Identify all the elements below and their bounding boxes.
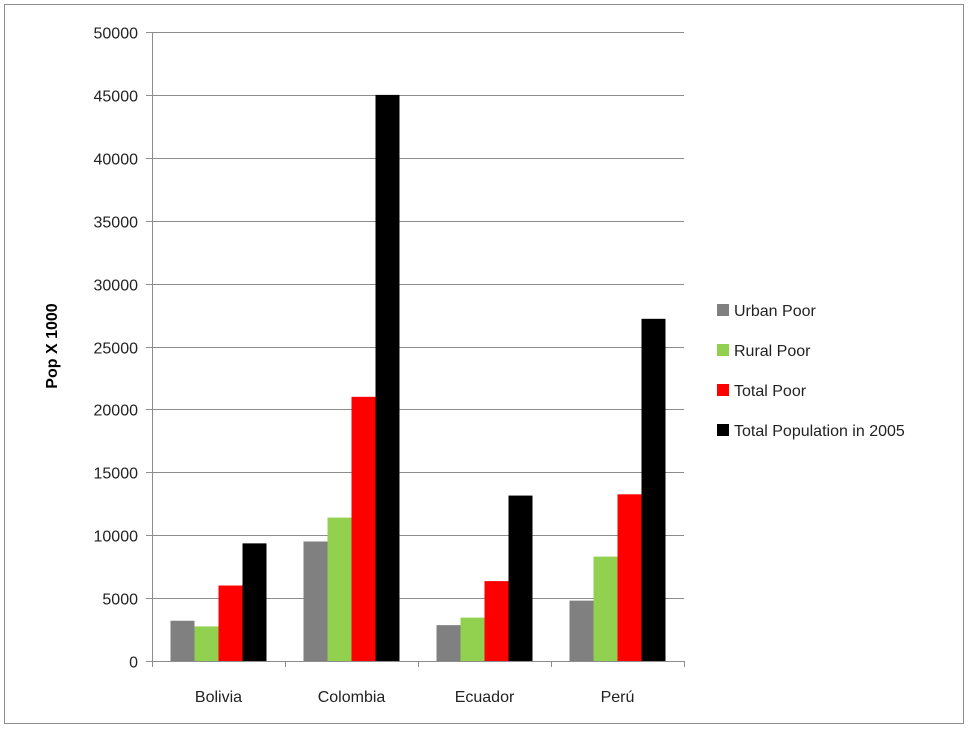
bar-total-poor-ecuador <box>484 581 509 661</box>
x-tick-label: Perú <box>601 689 635 706</box>
x-tick-label: Bolivia <box>195 689 242 706</box>
legend-swatch <box>717 384 729 396</box>
bar-total-population-in-2005-ecuador <box>508 495 533 661</box>
y-tick-label: 30000 <box>94 278 139 295</box>
bar-urban-poor-per- <box>569 600 594 661</box>
legend-swatch <box>717 304 729 316</box>
bar-rural-poor-per- <box>593 556 618 661</box>
legend-swatch <box>717 344 729 356</box>
bars <box>170 94 666 661</box>
y-tick-label: 50000 <box>94 26 139 43</box>
tick-labels: 0 5000 10000 15000 20000 25000 30000 35000 40000… <box>94 26 635 707</box>
y-tick-label: 15000 <box>94 466 139 483</box>
bar-urban-poor-bolivia <box>170 620 195 661</box>
bar-total-poor-per- <box>617 494 642 661</box>
chart-frame <box>4 4 964 724</box>
legend: Urban Poor Rural Poor Total Poor Total Popu… <box>717 303 905 440</box>
y-tick-label: 10000 <box>94 529 139 546</box>
bar-urban-poor-colombia <box>303 541 328 661</box>
bar-total-poor-colombia <box>351 396 376 661</box>
bar-total-population-in-2005-per- <box>641 318 666 661</box>
legend-label: Total Poor <box>734 383 807 400</box>
y-tick-label: 45000 <box>94 89 139 106</box>
legend-label: Rural Poor <box>734 343 811 360</box>
y-tick-label: 5000 <box>102 592 138 609</box>
gridlines <box>152 32 684 599</box>
legend-label: Urban Poor <box>734 303 816 320</box>
y-tick-label: 0 <box>129 655 138 672</box>
x-tick-label: Colombia <box>318 689 386 706</box>
bar-rural-poor-bolivia <box>194 626 219 661</box>
x-tick-label: Ecuador <box>455 689 515 706</box>
y-tick-label: 25000 <box>94 341 139 358</box>
y-tick-label: 40000 <box>94 152 139 169</box>
y-axis-title: Pop X 1000 <box>44 303 61 388</box>
bar-total-population-in-2005-bolivia <box>242 543 267 661</box>
bar-total-poor-bolivia <box>218 585 243 661</box>
y-tick-label: 35000 <box>94 215 139 232</box>
bar-rural-poor-ecuador <box>460 617 485 661</box>
bar-urban-poor-ecuador <box>436 625 461 661</box>
y-tick-label: 20000 <box>94 403 139 420</box>
legend-swatch <box>717 424 729 436</box>
axes <box>146 32 685 667</box>
bar-total-population-in-2005-colombia <box>375 94 400 661</box>
legend-label: Total Population in 2005 <box>734 423 905 440</box>
bar-rural-poor-colombia <box>327 517 352 661</box>
